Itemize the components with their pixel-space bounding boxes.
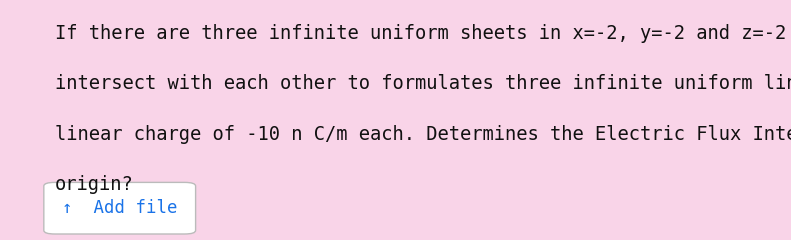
Text: linear charge of -10 n C/m each. Determines the Electric Flux Intensity at the: linear charge of -10 n C/m each. Determi… (55, 125, 791, 144)
FancyBboxPatch shape (44, 182, 195, 234)
Text: ↑  Add file: ↑ Add file (62, 199, 177, 217)
Text: origin?: origin? (55, 175, 134, 194)
Text: If there are three infinite uniform sheets in x=-2, y=-2 and z=-2 respectively: If there are three infinite uniform shee… (55, 24, 791, 43)
Text: intersect with each other to formulates three infinite uniform line charges with: intersect with each other to formulates … (55, 74, 791, 93)
